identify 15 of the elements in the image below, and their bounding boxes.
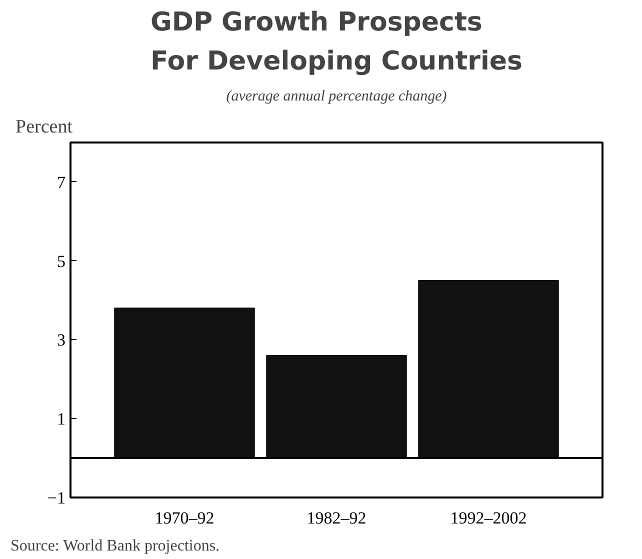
x-tick-label: 1982–92 (306, 508, 366, 528)
y-axis-title: Percent (16, 116, 74, 138)
y-tick-label: 5 (57, 252, 66, 271)
y-tick-label: 3 (57, 330, 66, 350)
y-tick-label: 7 (57, 172, 66, 192)
x-tick-label: 1992–2002 (450, 508, 527, 528)
chart-subtitle: (average annual percentage change) (226, 88, 447, 104)
bar (266, 355, 407, 459)
x-tick-label: 1970–92 (154, 508, 214, 528)
y-tick-label: −1 (47, 488, 66, 508)
y-tick-label: 1 (57, 410, 66, 429)
source-note: Source: World Bank projections. (10, 538, 220, 554)
bar (418, 280, 559, 459)
bar (114, 308, 255, 459)
chart-title: GDP Growth Prospects For Developing Countries (150, 8, 522, 76)
